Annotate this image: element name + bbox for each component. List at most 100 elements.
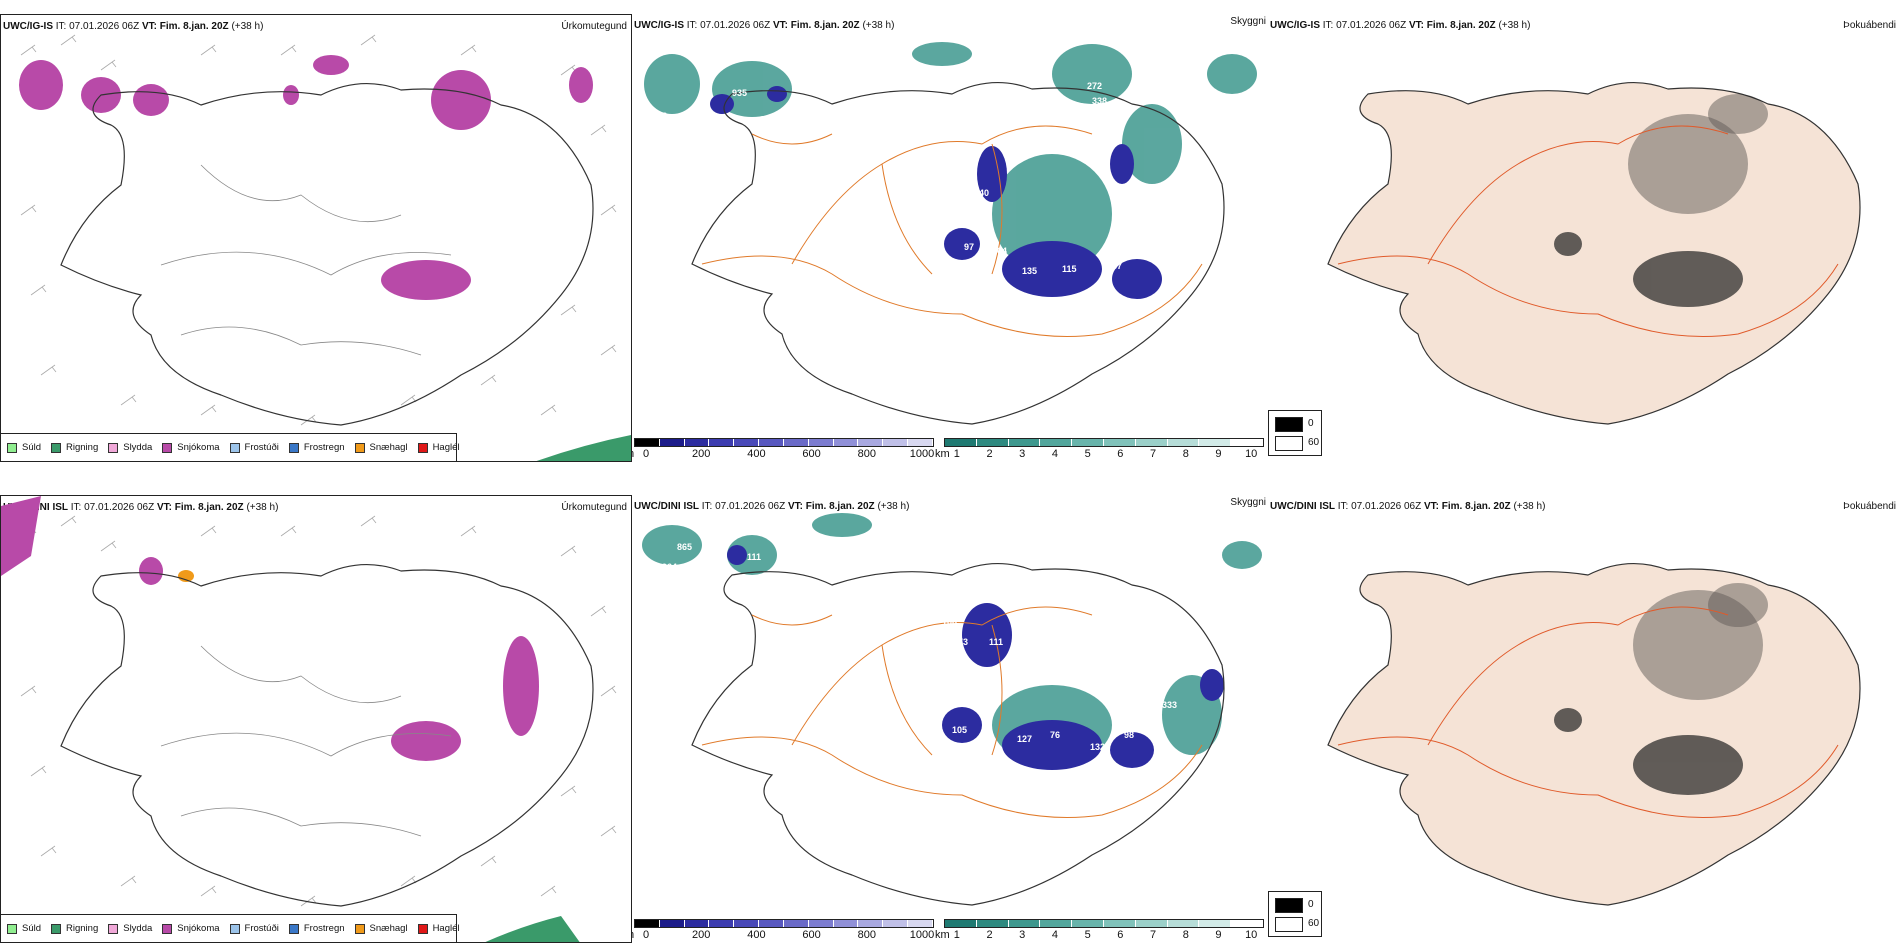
roads bbox=[701, 125, 1203, 337]
scale-cell bbox=[1135, 920, 1168, 927]
scale-label: 4 bbox=[1051, 929, 1058, 941]
scale-cell bbox=[1040, 920, 1073, 927]
scale-label: 7 bbox=[1150, 448, 1157, 460]
legend-label: Súld bbox=[22, 442, 42, 453]
scale-label: 0 bbox=[642, 448, 650, 460]
cloud-base-scale: m0 200 400 600 800 1000 bbox=[632, 919, 934, 942]
fog-shading bbox=[1554, 583, 1768, 795]
legend-item: Snæhagl bbox=[354, 923, 408, 934]
legend-swatch bbox=[51, 923, 62, 934]
legend-swatch bbox=[229, 442, 240, 453]
scale-label: 4 bbox=[1051, 448, 1058, 460]
scale-cell bbox=[1103, 920, 1136, 927]
legend-swatch bbox=[288, 442, 299, 453]
cloud-base-label: 338 bbox=[1092, 96, 1107, 106]
coastline bbox=[691, 563, 1225, 906]
scale-cell bbox=[1040, 439, 1073, 446]
scale-label: 8 bbox=[1182, 448, 1189, 460]
legend-item: Frostregn bbox=[288, 442, 345, 453]
cloud-base-label: 106 bbox=[942, 617, 957, 627]
land bbox=[1327, 82, 1861, 425]
legend-label: Snjókoma bbox=[177, 923, 220, 934]
legend-label: Frostúði bbox=[244, 923, 279, 934]
scale-label: 5 bbox=[1084, 929, 1091, 941]
scale-cell bbox=[783, 439, 809, 446]
scale-cell bbox=[1135, 439, 1168, 446]
cloud-base-label: 964 bbox=[662, 562, 677, 572]
scale-cell bbox=[833, 439, 859, 446]
cloud-base-label: 105 bbox=[952, 725, 967, 735]
scale-label: 9 bbox=[1215, 448, 1222, 460]
scale-label: 2 bbox=[986, 929, 993, 941]
panel-title: Skyggni bbox=[1230, 497, 1266, 508]
legend-swatch bbox=[162, 923, 173, 934]
scale-label: 200 bbox=[692, 929, 711, 941]
cloud-base-label: 865 bbox=[677, 542, 692, 552]
visibility-panel-row1: UWC/IG-IS IT: 07.01.2026 06Z VT: Fim. 8.… bbox=[632, 14, 1272, 462]
cloud-base-label: 120 bbox=[1097, 281, 1112, 291]
scale-label: 600 bbox=[802, 929, 821, 941]
scale-cell bbox=[635, 439, 660, 446]
precip-shapes bbox=[19, 55, 631, 461]
legend-item: Snjókoma bbox=[162, 442, 220, 453]
legend-item: Haglél bbox=[417, 923, 460, 934]
teal-areas bbox=[644, 42, 1257, 274]
scale-cell bbox=[1072, 920, 1104, 927]
scale-cell bbox=[734, 439, 760, 446]
cloud-base-label: 935 bbox=[732, 88, 747, 98]
scale-label: 0 bbox=[642, 929, 650, 941]
legend-label: Frostúði bbox=[244, 442, 279, 453]
scale-cell bbox=[709, 439, 735, 446]
scale-label: 400 bbox=[747, 448, 766, 460]
legend-swatch bbox=[417, 442, 428, 453]
panel-title: Þokuábendi bbox=[1843, 20, 1896, 31]
legend-swatch bbox=[7, 442, 17, 453]
legend-swatch bbox=[108, 923, 119, 934]
legend-swatch bbox=[229, 923, 240, 934]
cloud-base-label: 111 bbox=[989, 637, 1003, 647]
precip-type-legend: Súld Rigning Slydda Snjókoma Frostúði Frostre… bbox=[1, 914, 460, 942]
coastline bbox=[691, 82, 1225, 425]
wind-barbs bbox=[20, 34, 617, 426]
cloud-base-label: 147 bbox=[727, 126, 742, 136]
fog-map bbox=[1327, 82, 1861, 425]
cloud-base-scale: m0 200 400 600 800 1000 bbox=[632, 438, 934, 461]
scale-cell bbox=[1072, 439, 1104, 446]
scale-cell bbox=[684, 920, 710, 927]
legend-label: Snæhagl bbox=[369, 923, 408, 934]
legend-label: Slydda bbox=[123, 923, 153, 934]
panel-header: UWC/IG-IS IT: 07.01.2026 06Z VT: Fim. 8.… bbox=[1270, 20, 1531, 31]
scale-label: 600 bbox=[802, 448, 821, 460]
fog-roads bbox=[1337, 125, 1839, 337]
scale-cell bbox=[858, 920, 884, 927]
scale-label: 3 bbox=[1019, 929, 1026, 941]
visibility-scale: km 1 2 3 4 5 6 7 8 9 10 bbox=[935, 438, 1264, 461]
legend-item: Frostúði bbox=[229, 442, 279, 453]
legend-swatch bbox=[288, 923, 299, 934]
roads bbox=[701, 606, 1203, 818]
precip-type-legend: Súld Rigning Slydda Snjókoma Frostúði Frostre… bbox=[1, 433, 460, 461]
cloud-base-label: 37 bbox=[677, 156, 687, 166]
cloud-base-label: 116 bbox=[1197, 652, 1212, 662]
panel-header: UWC/IG-IS IT: 07.01.2026 06Z VT: Fim. 8.… bbox=[3, 21, 264, 32]
scale-cell bbox=[1199, 439, 1232, 446]
scale-cell bbox=[759, 439, 784, 446]
legend-item: Snjókoma bbox=[162, 923, 220, 934]
legend-label: Haglél bbox=[432, 442, 460, 453]
coastline bbox=[60, 564, 594, 907]
cloud-base-label: 841 bbox=[672, 582, 687, 592]
scale-cell bbox=[976, 439, 1009, 446]
cloud-base-label: 87 bbox=[1112, 261, 1122, 271]
legend-item: Snæhagl bbox=[354, 442, 408, 453]
fog-legend: 0 60 bbox=[1268, 891, 1322, 937]
precip-shapes bbox=[1, 496, 580, 942]
panel-header: UWC/DINI ISL IT: 07.01.2026 06Z VT: Fim.… bbox=[634, 501, 910, 512]
scale-cell bbox=[908, 439, 933, 446]
precip-type-panel-row2: UWC/DINI ISL IT: 07.01.2026 06Z VT: Fim.… bbox=[0, 495, 632, 943]
scale-cell bbox=[734, 920, 760, 927]
fog-panel-row1: UWC/IG-IS IT: 07.01.2026 06Z VT: Fim. 8.… bbox=[1268, 14, 1900, 462]
land bbox=[1327, 563, 1861, 906]
scale-cell bbox=[709, 920, 735, 927]
